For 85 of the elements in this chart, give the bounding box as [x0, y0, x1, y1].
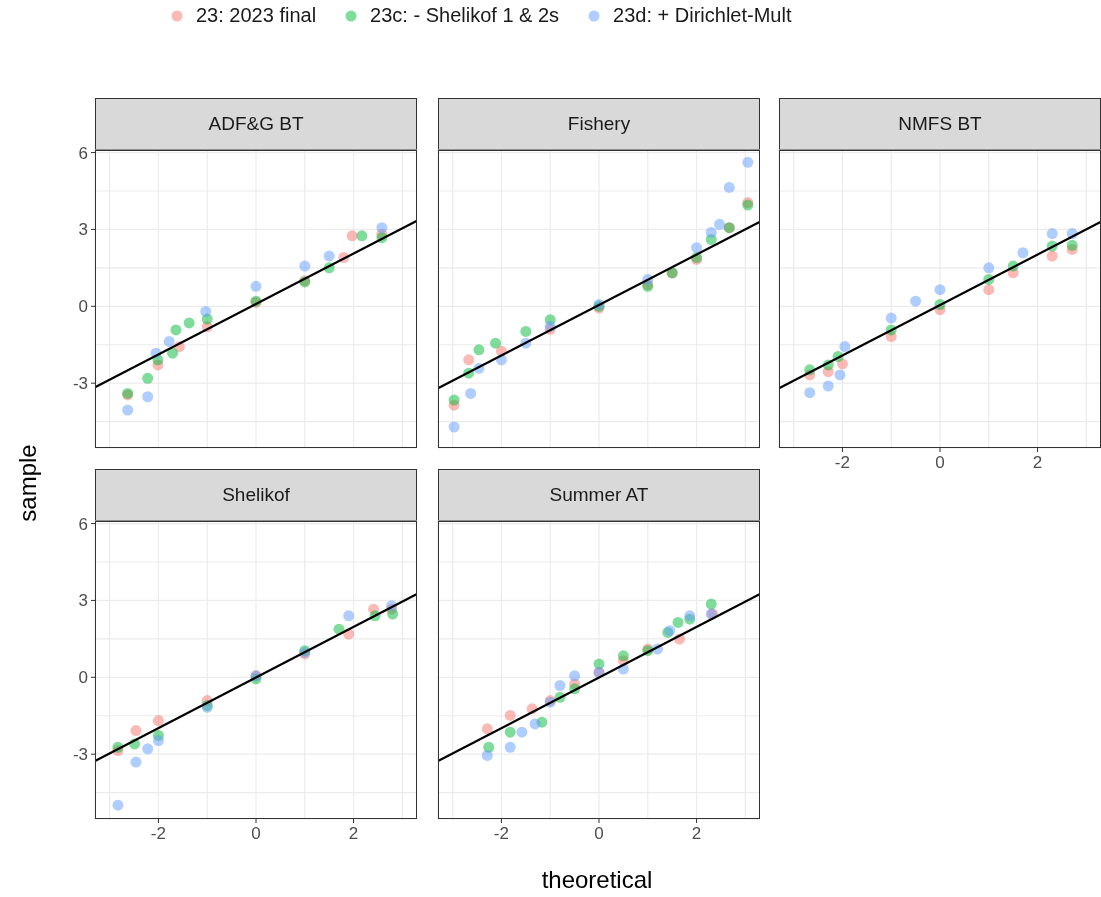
point	[834, 369, 846, 381]
chart-title: Fishery	[438, 98, 760, 150]
point	[1046, 228, 1058, 240]
point	[346, 230, 358, 242]
chart-title: Summer AT	[438, 469, 760, 521]
point	[691, 242, 703, 254]
point	[983, 262, 995, 274]
point	[163, 335, 175, 347]
x-tick-label: 0	[251, 823, 261, 843]
x-tick-label: 2	[348, 823, 359, 843]
y-tick-label: 6	[78, 143, 88, 163]
point	[142, 391, 154, 403]
point	[112, 799, 124, 811]
point	[152, 735, 164, 747]
point	[481, 749, 493, 761]
chart-title: NMFS BT	[779, 98, 1101, 150]
point	[473, 344, 485, 356]
point	[130, 756, 142, 768]
point	[200, 305, 212, 317]
y-axis-title: sample	[14, 444, 42, 522]
point	[481, 723, 493, 735]
point	[705, 598, 717, 610]
x-tick-label: 2	[1032, 452, 1043, 472]
point	[804, 387, 816, 399]
point	[822, 380, 834, 392]
point	[504, 741, 516, 753]
point	[714, 218, 726, 230]
point	[130, 725, 142, 737]
point	[554, 680, 566, 691]
point	[983, 284, 995, 296]
point	[839, 341, 851, 353]
point	[885, 312, 897, 324]
point	[465, 387, 477, 399]
point	[569, 670, 581, 682]
point	[1066, 239, 1078, 251]
point	[152, 715, 164, 727]
x-tick-label: 2	[691, 823, 702, 843]
chart-title: Shelikof	[95, 469, 417, 521]
point	[1017, 247, 1029, 259]
x-tick-label: -2	[834, 452, 850, 472]
x-tick-label: -2	[493, 823, 509, 843]
point	[376, 222, 388, 234]
chart-title: ADF&G BT	[95, 98, 417, 150]
point	[323, 250, 335, 262]
point	[490, 337, 502, 349]
point	[356, 230, 368, 242]
y-tick-label: 0	[78, 668, 88, 688]
point	[142, 743, 154, 755]
point	[183, 317, 195, 329]
point	[742, 156, 754, 168]
point	[617, 650, 629, 662]
point	[672, 616, 684, 628]
point	[343, 610, 355, 622]
point	[1046, 250, 1058, 262]
x-tick-label: 0	[594, 823, 604, 843]
point	[463, 354, 475, 366]
y-tick-label: -3	[72, 374, 88, 394]
point	[516, 726, 528, 738]
x-tick-label: -2	[150, 823, 166, 843]
legend-label: 23d: + Dirichlet-Mult	[613, 4, 792, 27]
point	[448, 394, 460, 406]
point	[705, 227, 717, 239]
point	[448, 421, 460, 433]
point	[520, 325, 532, 337]
y-tick-label: 3	[78, 591, 88, 611]
legend-label: 23c: - Shelikof 1 & 2s	[370, 4, 560, 27]
point	[504, 709, 516, 721]
x-axis-title: theoretical	[541, 866, 653, 894]
legend-label: 23: 2023 final	[196, 4, 317, 27]
point	[910, 295, 922, 307]
point	[250, 280, 262, 292]
point	[167, 347, 179, 359]
y-tick-label: 3	[78, 220, 88, 240]
point	[723, 181, 735, 193]
point	[529, 718, 541, 730]
y-tick-label: 0	[78, 297, 88, 317]
point	[299, 260, 311, 272]
point	[142, 372, 154, 384]
point	[170, 324, 182, 336]
y-tick-label: 6	[78, 514, 88, 534]
point	[934, 284, 946, 296]
y-tick-label: -3	[72, 745, 88, 765]
point	[504, 726, 516, 738]
point	[122, 404, 134, 416]
x-tick-label: 0	[935, 452, 945, 472]
